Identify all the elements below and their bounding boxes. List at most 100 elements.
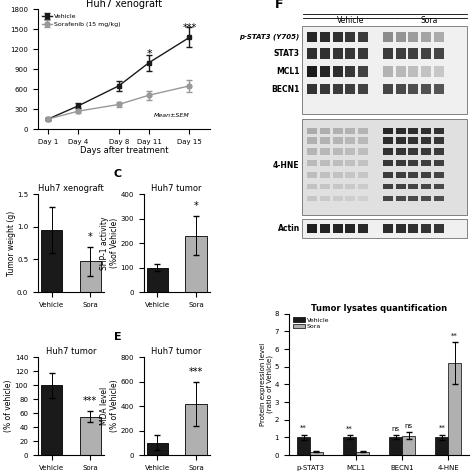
Bar (345, 84, 355, 94)
Bar (308, 66, 317, 76)
X-axis label: Days after treatment: Days after treatment (80, 146, 168, 155)
Bar (383, 160, 393, 166)
Bar (358, 224, 368, 233)
Text: ***: *** (182, 23, 197, 33)
Bar (396, 148, 406, 155)
Bar (383, 66, 393, 76)
Bar (421, 148, 431, 155)
Bar (320, 32, 330, 42)
Bar (333, 84, 343, 94)
Text: ns: ns (392, 426, 400, 432)
Bar (421, 137, 431, 144)
Bar (409, 224, 419, 233)
Title: Huh7 tumor: Huh7 tumor (46, 347, 96, 356)
Bar (308, 148, 317, 155)
Bar (297, 438, 310, 455)
Bar (345, 66, 355, 76)
Bar (320, 160, 330, 166)
Bar (80, 261, 101, 292)
Bar (333, 224, 343, 233)
Title: Huh7 xenograft: Huh7 xenograft (86, 0, 162, 9)
Y-axis label: MDA level
(% of Vehicle): MDA level (% of Vehicle) (100, 380, 119, 432)
Legend: Vehicle, Sorafenib (15 mg/kg): Vehicle, Sorafenib (15 mg/kg) (41, 13, 122, 28)
Bar (358, 137, 368, 144)
Text: p-STAT3 (Y705): p-STAT3 (Y705) (239, 34, 300, 40)
Bar (308, 84, 317, 94)
Bar (308, 160, 317, 166)
Bar (333, 184, 343, 189)
Bar (434, 128, 444, 134)
Bar (333, 48, 343, 59)
Y-axis label: SHP-1 activity
(%of Vehicle): SHP-1 activity (%of Vehicle) (100, 216, 119, 270)
Bar (308, 184, 317, 189)
Bar (333, 32, 343, 42)
Bar (402, 436, 415, 455)
Legend: Vehicle, Sora: Vehicle, Sora (292, 317, 330, 330)
Bar (308, 128, 317, 134)
Text: **: ** (451, 332, 458, 338)
Bar (356, 452, 369, 455)
Y-axis label: Tumor weight (g): Tumor weight (g) (7, 210, 16, 276)
Bar (345, 160, 355, 166)
Bar (421, 172, 431, 178)
Bar (396, 184, 406, 189)
Text: **: ** (300, 425, 307, 431)
Bar (396, 160, 406, 166)
Text: Actin: Actin (277, 224, 300, 233)
Bar (80, 417, 101, 455)
Text: *: * (88, 232, 93, 242)
Title: Huh7 xenograft: Huh7 xenograft (38, 184, 104, 193)
Bar (301, 119, 467, 215)
Bar (358, 84, 368, 94)
Text: MCL1: MCL1 (276, 67, 300, 76)
Bar (358, 66, 368, 76)
Bar (396, 196, 406, 201)
Bar (320, 137, 330, 144)
Bar (434, 32, 444, 42)
Bar (333, 172, 343, 178)
Bar (146, 443, 168, 455)
Bar (146, 268, 168, 292)
Bar (396, 128, 406, 134)
Bar (320, 84, 330, 94)
Bar (434, 148, 444, 155)
Bar (41, 230, 62, 292)
Bar (345, 32, 355, 42)
Bar (434, 184, 444, 189)
Bar (345, 148, 355, 155)
Bar (383, 172, 393, 178)
Bar (409, 32, 419, 42)
Bar (333, 137, 343, 144)
Bar (358, 172, 368, 178)
Bar (383, 196, 393, 201)
Bar (345, 224, 355, 233)
Bar (383, 137, 393, 144)
Bar (320, 172, 330, 178)
Bar (320, 48, 330, 59)
Bar (308, 32, 317, 42)
Bar (448, 363, 461, 455)
Bar (383, 128, 393, 134)
Bar (396, 48, 406, 59)
Bar (389, 438, 402, 455)
Bar (421, 66, 431, 76)
Bar (41, 385, 62, 455)
Bar (396, 32, 406, 42)
Bar (345, 48, 355, 59)
Bar (396, 66, 406, 76)
Bar (333, 196, 343, 201)
Bar (409, 148, 419, 155)
Bar (421, 128, 431, 134)
Bar (434, 66, 444, 76)
Title: Tumor lysates quantification: Tumor lysates quantification (311, 304, 447, 313)
Bar (358, 128, 368, 134)
Bar (409, 128, 419, 134)
Bar (301, 26, 467, 114)
Bar (421, 196, 431, 201)
Text: C: C (114, 169, 122, 179)
Text: BECN1: BECN1 (271, 85, 300, 94)
Text: Mean±SEM: Mean±SEM (154, 113, 189, 118)
Bar (383, 184, 393, 189)
Bar (320, 148, 330, 155)
Bar (333, 66, 343, 76)
